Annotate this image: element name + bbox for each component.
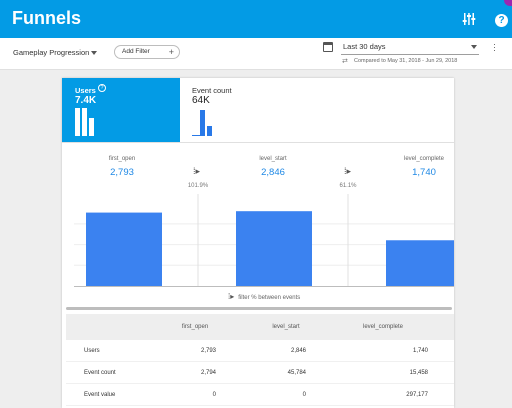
- step-value: 1,740: [412, 167, 436, 178]
- row-label: Event value: [84, 392, 116, 398]
- funnel-chart: [74, 194, 454, 286]
- table-cell: 0: [302, 392, 306, 398]
- bar-level_start[interactable]: [236, 211, 312, 286]
- tab-users-label: Users: [75, 86, 96, 95]
- filter-toggle[interactable]: ⁞▸ filter % between events: [228, 292, 300, 301]
- step-value: 2,793: [110, 167, 134, 178]
- horizontal-scrollbar[interactable]: [66, 307, 452, 310]
- tab-event-count-value: 64K: [192, 95, 210, 106]
- table-cell: 15,458: [409, 370, 428, 376]
- column-header: level_start: [272, 324, 300, 330]
- table-cell: 1,740: [412, 348, 428, 354]
- funnel-select-label: Gameplay Progression: [13, 48, 90, 57]
- funnel-bar-chart: [74, 194, 454, 286]
- table-cell: 2,794: [200, 370, 216, 376]
- mini-bar: [89, 118, 94, 136]
- mini-bar: [75, 108, 80, 136]
- filter-bar: Gameplay Progression Add Filter + Last 3…: [0, 38, 512, 70]
- mini-bar-base: [192, 135, 200, 136]
- chevron-down-icon: [91, 51, 97, 55]
- page-title: Funnels: [12, 8, 82, 28]
- step-name: first_open: [108, 156, 136, 162]
- mini-bar: [82, 108, 87, 136]
- table-cell: 2,793: [200, 348, 216, 354]
- compare-text: Compared to May 31, 2018 - Jun 29, 2018: [354, 58, 458, 64]
- tab-users-value: 7.4K: [75, 95, 97, 106]
- row-label: Event count: [84, 370, 116, 376]
- divider: [62, 142, 454, 143]
- column-header: level_complete: [362, 324, 404, 330]
- table-cell: 2,846: [290, 348, 306, 354]
- row-label: Users: [84, 348, 100, 354]
- chevron-down-icon[interactable]: [471, 45, 477, 49]
- app-bar: Funnels ?: [0, 0, 512, 38]
- bar-first_open[interactable]: [86, 212, 162, 286]
- step-arrow-icon: ⁞▸: [344, 166, 352, 176]
- column-header: first_open: [181, 324, 209, 330]
- tab-event-count-label: Event count: [192, 86, 232, 95]
- date-underline: [341, 54, 479, 55]
- compare-icon: ⇄: [342, 58, 348, 65]
- tab-users[interactable]: Users ? 7.4K: [62, 78, 180, 142]
- table-row: Users 2,793 2,846 1,740: [66, 340, 454, 362]
- help-icon[interactable]: ?: [495, 14, 508, 27]
- table-header: first_open level_start level_complete: [66, 314, 454, 340]
- step-arrow-icon: ⁞▸: [193, 166, 201, 176]
- chart-axis: [74, 286, 454, 287]
- filter-note-label: filter % between events: [238, 295, 301, 301]
- help-icon[interactable]: ?: [98, 84, 106, 92]
- step-name: level_start: [259, 156, 287, 162]
- tab-event-count[interactable]: Event count 64K: [180, 78, 454, 142]
- table-cell: 45,784: [287, 370, 306, 376]
- date-range-select[interactable]: Last 30 days: [343, 42, 386, 51]
- mini-bar: [200, 110, 205, 136]
- bar-level_complete[interactable]: [386, 240, 454, 286]
- plus-icon: +: [168, 47, 174, 57]
- funnel-card: Users ? 7.4K Event count 64K first_open …: [62, 78, 454, 408]
- table-row: Event value 0 0 297,177: [66, 384, 454, 406]
- corner-indicator: [504, 0, 512, 6]
- tune-icon[interactable]: [462, 12, 476, 26]
- step-percentage: 101.9%: [187, 183, 209, 189]
- mini-bar: [207, 126, 212, 136]
- funnel-select[interactable]: Gameplay Progression: [13, 48, 97, 57]
- step-name: level_complete: [403, 156, 445, 162]
- step-value: 2,846: [261, 167, 285, 178]
- step-percentage: 61.1%: [339, 183, 357, 189]
- add-filter-button[interactable]: Add Filter +: [114, 45, 180, 59]
- calendar-icon: [323, 42, 333, 52]
- table-row: Event count 2,794 45,784 15,458: [66, 362, 454, 384]
- more-vert-icon[interactable]: · · ·: [493, 39, 496, 55]
- filter-icon: ⁞▸: [228, 292, 235, 301]
- table-cell: 297,177: [406, 392, 428, 398]
- add-filter-label: Add Filter: [122, 48, 150, 55]
- table-cell: 0: [212, 392, 216, 398]
